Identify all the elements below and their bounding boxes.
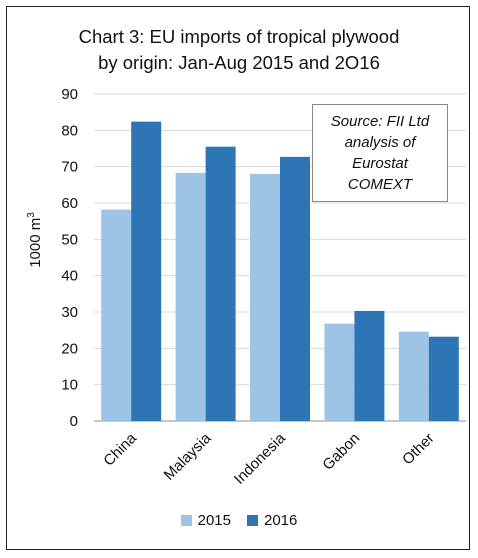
bar-malaysia-2016 <box>205 146 236 421</box>
y-axis-label: 1000 m3 <box>26 212 44 268</box>
y-tick-label-60: 60 <box>61 195 78 212</box>
bar-indonesia-2016 <box>280 156 310 421</box>
source-line-3: Eurostat <box>352 155 408 172</box>
source-line-4: COMEXT <box>347 176 413 193</box>
legend-label-2016: 2016 <box>264 512 298 529</box>
chart-frame <box>6 6 470 550</box>
y-tick-label-30: 30 <box>61 304 78 321</box>
chart-title-line2: by origin: Jan-Aug 2015 and 2O16 <box>98 52 380 73</box>
bar-gabon-2016 <box>354 310 385 421</box>
bar-china-2016 <box>131 121 162 421</box>
y-tick-label-20: 20 <box>61 340 78 357</box>
source-line-2: analysis of <box>344 134 416 151</box>
y-tick-label-50: 50 <box>61 231 78 248</box>
chart-title-line1: Chart 3: EU imports of tropical plywood <box>78 26 400 47</box>
y-tick-label-70: 70 <box>61 159 78 176</box>
y-tick-label-80: 80 <box>61 122 78 139</box>
x-tick-label-china: China <box>100 429 140 469</box>
bar-other-2016 <box>428 336 459 421</box>
x-tick-label-gabon: Gabon <box>319 430 363 474</box>
y-tick-label-0: 0 <box>70 413 78 430</box>
y-tick-label-10: 10 <box>61 377 78 394</box>
bar-malaysia-2015 <box>175 172 206 421</box>
legend: 2015 2016 <box>0 512 478 529</box>
bar-gabon-2015 <box>324 323 355 421</box>
x-tick-label-indonesia: Indonesia <box>231 429 289 487</box>
y-tick-label-40: 40 <box>61 268 78 285</box>
x-tick-label-malaysia: Malaysia <box>161 429 215 483</box>
legend-item-2015: 2015 <box>180 512 231 529</box>
y-tick-label-90: 90 <box>61 86 78 103</box>
bar-indonesia-2015 <box>250 173 280 421</box>
legend-item-2016: 2016 <box>247 512 297 529</box>
x-tick-label-other: Other <box>399 430 438 469</box>
legend-swatch-2015 <box>180 515 192 526</box>
source-line-1: Source: FII Ltd <box>330 113 430 130</box>
bar-other-2015 <box>398 331 429 421</box>
legend-swatch-2016 <box>247 515 258 526</box>
legend-label-2015: 2015 <box>197 512 231 529</box>
bar-china-2015 <box>101 209 132 421</box>
source-note: Source: FII Ltd analysis of Eurostat COM… <box>312 104 448 202</box>
